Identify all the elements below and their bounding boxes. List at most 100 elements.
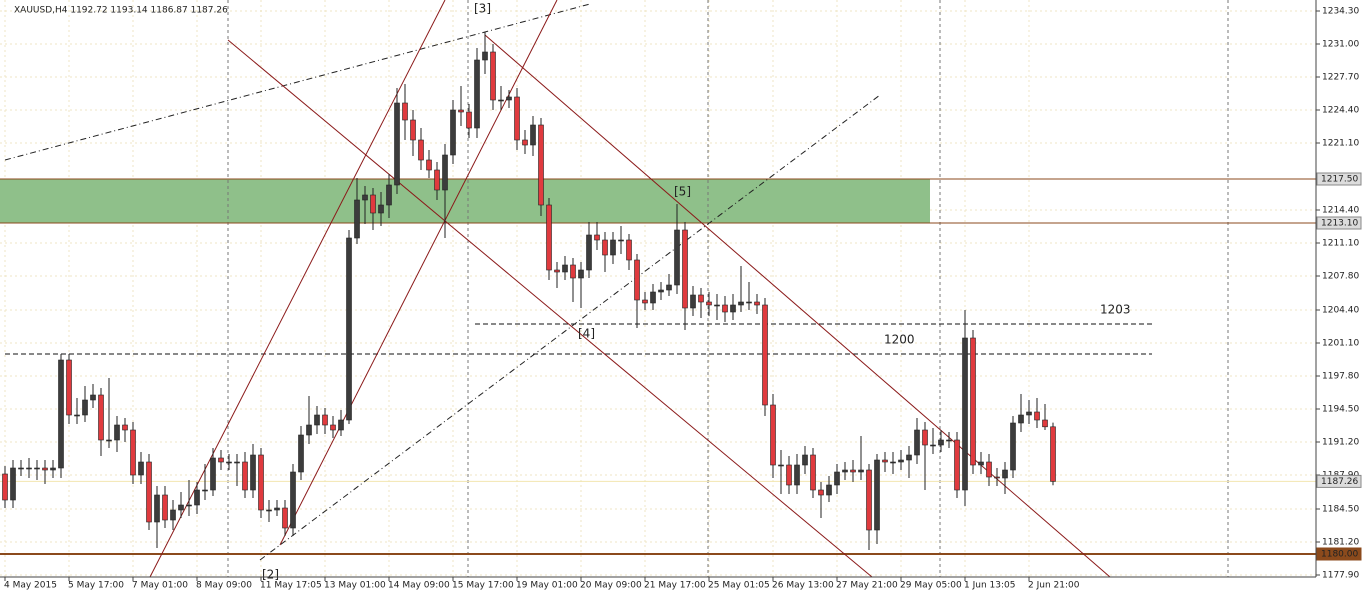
x-tick-label: 25 May 01:05 bbox=[708, 581, 770, 591]
candle-body bbox=[122, 424, 128, 431]
candle-body bbox=[698, 294, 704, 303]
candle-body bbox=[834, 471, 840, 486]
candle-body bbox=[594, 234, 600, 241]
y-tick-label: 1234.30 bbox=[1322, 7, 1359, 17]
candle-body bbox=[786, 464, 792, 486]
candle-body bbox=[938, 439, 944, 446]
x-tick-label: 2 Jun 21:00 bbox=[1028, 581, 1080, 591]
level-label: 1187.26 bbox=[1321, 477, 1358, 487]
y-tick-label: 1227.70 bbox=[1322, 73, 1359, 83]
candle-body bbox=[922, 429, 928, 446]
supply-zone bbox=[0, 179, 930, 223]
candle-body bbox=[370, 194, 376, 214]
candle-body bbox=[626, 239, 632, 261]
candle-body bbox=[402, 102, 408, 121]
y-tick-label: 1224.40 bbox=[1322, 106, 1359, 116]
candle-body bbox=[338, 419, 344, 431]
candle-body bbox=[466, 111, 472, 129]
y-tick-label: 1214.40 bbox=[1322, 206, 1359, 216]
candle-body bbox=[1042, 419, 1048, 428]
candle-body bbox=[538, 124, 544, 206]
candle-body bbox=[378, 204, 384, 214]
candle-body bbox=[306, 424, 312, 436]
candle-body bbox=[218, 457, 224, 463]
candle-body bbox=[578, 269, 584, 279]
candle-body bbox=[106, 439, 112, 442]
candle-body bbox=[298, 434, 304, 473]
candle-body bbox=[546, 204, 552, 271]
level-label-bg bbox=[1316, 216, 1362, 230]
candle-body bbox=[986, 461, 992, 478]
candle-body bbox=[346, 237, 352, 421]
candle-body bbox=[10, 467, 16, 501]
x-tick-label: 14 May 09:00 bbox=[388, 581, 450, 591]
candle-body bbox=[570, 264, 576, 279]
candle-body bbox=[258, 454, 264, 511]
level-label: 1180.00 bbox=[1321, 550, 1358, 560]
candle-body bbox=[634, 259, 640, 301]
candle-body bbox=[1018, 414, 1024, 424]
zone-layer bbox=[0, 179, 930, 223]
trend-line bbox=[4, 3, 591, 161]
candle-body bbox=[490, 51, 496, 101]
candle-body bbox=[282, 507, 288, 529]
x-tick-label: 11 May 17:05 bbox=[260, 581, 322, 591]
candle-body bbox=[58, 359, 64, 469]
candle-body bbox=[362, 194, 368, 201]
candle-body bbox=[210, 457, 216, 491]
candle-body bbox=[194, 489, 200, 506]
x-tick-label: 7 May 01:00 bbox=[132, 581, 188, 591]
candle-body bbox=[50, 467, 56, 471]
price-axis-bg bbox=[1316, 0, 1362, 594]
candle-body bbox=[642, 299, 648, 304]
candle-body bbox=[554, 269, 560, 273]
candle-body bbox=[738, 301, 744, 306]
candle-body bbox=[138, 461, 144, 476]
candle-body bbox=[930, 444, 936, 447]
level-label: 1213.10 bbox=[1321, 219, 1358, 229]
candle-body bbox=[866, 469, 872, 531]
trend-line bbox=[484, 34, 1111, 578]
candle-body bbox=[898, 459, 904, 463]
candle-body bbox=[690, 294, 696, 309]
candle-body bbox=[234, 461, 240, 464]
candle-body bbox=[250, 454, 256, 491]
level-label: 1217.50 bbox=[1321, 175, 1358, 185]
candle-body bbox=[506, 96, 512, 101]
candle-body bbox=[746, 301, 752, 304]
candle-body bbox=[826, 484, 832, 496]
candle-body bbox=[386, 184, 392, 206]
candle-body bbox=[810, 454, 816, 491]
wave-label: [2] bbox=[262, 568, 279, 582]
candle-body bbox=[978, 461, 984, 466]
level-label-bg bbox=[1316, 172, 1362, 186]
candle-body bbox=[586, 234, 592, 271]
candle-body bbox=[426, 159, 432, 171]
trend-lines bbox=[4, 0, 1111, 578]
candle-body bbox=[130, 429, 136, 476]
candle-body bbox=[266, 509, 272, 512]
x-tick-label: 13 May 01:00 bbox=[324, 581, 386, 591]
y-tick-label: 1197.80 bbox=[1322, 372, 1359, 382]
candle-body bbox=[954, 439, 960, 491]
candle-body bbox=[754, 301, 760, 306]
candle-body bbox=[762, 304, 768, 406]
candle-body bbox=[602, 239, 608, 256]
candle-body bbox=[114, 424, 120, 441]
candle-body bbox=[914, 429, 920, 456]
candle-body bbox=[946, 439, 952, 442]
candle-body bbox=[674, 229, 680, 286]
candle-body bbox=[146, 461, 152, 523]
candle-body bbox=[442, 154, 448, 191]
level-label-bg bbox=[1316, 474, 1362, 488]
candle-body bbox=[410, 119, 416, 141]
x-tick-label: 1 Jun 13:05 bbox=[964, 581, 1015, 591]
x-tick-label: 20 May 09:00 bbox=[580, 581, 642, 591]
candle-body bbox=[482, 51, 488, 61]
candle-body bbox=[322, 414, 328, 426]
wave-label: [4] bbox=[578, 327, 595, 341]
candle-body bbox=[202, 489, 208, 492]
candle-body bbox=[274, 507, 280, 511]
candle-body bbox=[522, 139, 528, 146]
